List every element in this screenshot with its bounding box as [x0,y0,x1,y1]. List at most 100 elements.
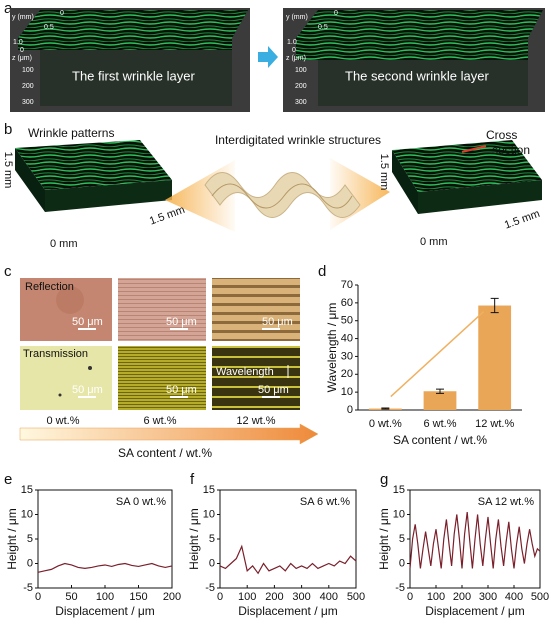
y-tick-label: 50 [341,315,353,327]
panel-label: e [4,471,12,488]
tick-label: 0 [60,10,64,17]
axis-label: y (mm) [286,14,308,21]
data-line [409,511,541,569]
error-bar [381,407,390,410]
tick-label: 0.5 [44,24,54,31]
y-tick-label: 5 [27,533,33,545]
x-axis-label: Displacement / μm [55,604,155,618]
y-axis-label: Height / μm [5,508,19,570]
scale-bar-label: 50 μm [258,384,289,396]
column-label: 0 wt.% [46,415,79,427]
volume-image [283,8,545,112]
row-label: Transmission [23,348,88,360]
bar [478,305,512,410]
dimension-label: 1.5 mm [2,152,14,189]
y-axis-label: Height / μm [377,508,391,570]
x-tick-label: 50 [65,591,77,603]
plot-frame [409,489,541,589]
y-tick-label: 40 [341,332,353,344]
column-label: 12 wt.% [236,415,275,427]
gradient-arrow [19,423,319,445]
wrinkle-cube [392,140,542,214]
y-tick-label: 0 [27,557,33,569]
y-tick-label: 10 [203,508,215,520]
panel-label: a [4,0,13,17]
x-tick-label: 200 [265,591,283,603]
x-tick-label: 0 [217,591,223,603]
annotation: SA 12 wt.% [478,496,534,508]
panel-label: f [190,471,195,488]
axis-label: SA content / wt.% [118,446,212,460]
annotation: Wavelength [216,366,274,378]
annotation: Cross [486,128,517,142]
annotation: SA 0 wt.% [116,496,166,508]
data-line [219,544,357,575]
error-bar [436,388,444,394]
annotation: SA 6 wt.% [300,496,350,508]
y-tick-label: -5 [205,582,215,594]
tick-label: 300 [22,99,34,106]
x-tick-label: 400 [505,591,523,603]
y-tick-label: 70 [341,279,353,291]
caption: The second wrinkle layer [345,68,489,83]
error-bar [490,297,499,314]
panel-label: d [318,263,326,280]
dimension-label: 1.5 mm [378,154,390,191]
row-label: Reflection [25,281,74,293]
scale-bar-label: 50 μm [166,384,197,396]
tick-label: 100 [22,67,34,74]
scale-bar-label: 50 μm [72,384,103,396]
y-tick-label: 20 [341,368,353,380]
y-tick-label: 0 [347,404,353,416]
y-tick-label: -5 [395,582,405,594]
x-tick-label: 400 [320,591,338,603]
x-tick-label: 500 [347,591,365,603]
y-tick-label: 15 [393,484,405,496]
plot-frame [219,489,357,589]
y-tick-label: -5 [23,582,33,594]
tick-label: 300 [295,99,307,106]
panel-label: b [4,121,12,138]
y-tick-label: 5 [209,533,215,545]
x-tick-label: 0 wt.% [369,418,402,430]
y-tick-label: 0 [399,557,405,569]
x-tick-label: 100 [427,591,445,603]
x-tick-label: 12 wt.% [475,418,514,430]
y-tick-label: 10 [341,386,353,398]
title: Interdigitated wrinkle structures [215,133,381,147]
x-tick-label: 100 [96,591,114,603]
axis-label: z (μm) [286,55,306,62]
tick-label: 1.0 [13,39,23,46]
scale-bar-label: 50 μm [262,316,293,328]
x-tick-label: 200 [453,591,471,603]
y-tick-label: 15 [203,484,215,496]
scale-bar-label: 50 μm [72,316,103,328]
x-tick-label: 0 [35,591,41,603]
axis-label: z (μm) [12,55,32,62]
scale-bar-label: 50 μm [166,316,197,328]
bar [423,391,457,410]
arrow [258,46,278,68]
title: Wrinkle patterns [28,126,114,140]
panel-label: g [380,471,388,488]
y-tick-label: 10 [21,508,33,520]
micrograph-grid [20,278,300,410]
trend-arrow [390,310,485,398]
y-tick-label: 10 [393,508,405,520]
x-tick-label: 6 wt.% [423,418,456,430]
x-tick-label: 300 [479,591,497,603]
x-tick-label: 0 [407,591,413,603]
panel-label: c [4,263,12,280]
x-axis-label: Displacement / μm [425,604,525,618]
dimension-label: 0 mm [420,236,448,248]
x-tick-label: 500 [531,591,549,603]
x-tick-label: 100 [238,591,256,603]
tick-label: 0.5 [318,24,328,31]
interdigitated-structure [204,172,361,218]
axis-label: y (mm) [12,14,34,21]
y-tick-label: 5 [399,533,405,545]
column-label: 6 wt.% [143,415,176,427]
dimension-label: 0 mm [50,238,78,250]
x-tick-label: 300 [292,591,310,603]
